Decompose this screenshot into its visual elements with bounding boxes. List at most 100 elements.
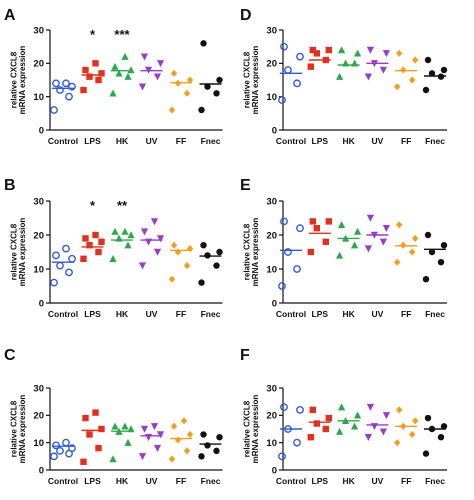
y-tick-label: 30 (33, 383, 44, 394)
y-tick-label: 30 (266, 25, 277, 36)
y-tick-label: 10 (33, 264, 44, 275)
data-point-uv (138, 453, 147, 461)
x-tick-label: FF (401, 309, 411, 319)
y-axis-label-line: relative CXCL8 (9, 51, 18, 108)
y-tick-label: 20 (266, 230, 277, 241)
data-point-lps (86, 431, 93, 438)
data-point-fnec (213, 90, 220, 97)
data-point-ff (412, 56, 419, 64)
data-point-control (62, 244, 70, 253)
data-point-control (293, 79, 301, 88)
data-point-hk (109, 455, 117, 463)
data-point-fnec (437, 434, 445, 441)
data-point-uv (382, 225, 390, 232)
data-point-fnec (428, 248, 436, 256)
significance-marker: *** (114, 27, 130, 42)
x-tick-label: FF (176, 476, 186, 486)
data-point-control (56, 86, 64, 94)
data-point-lps (322, 425, 329, 433)
data-point-control (52, 79, 60, 88)
x-tick-label: HK (342, 136, 355, 146)
y-tick-label: 0 (39, 298, 44, 309)
y-tick-label: 30 (33, 196, 44, 207)
x-tick-label: Control (276, 309, 306, 319)
data-point-lps (309, 406, 316, 414)
data-point-ff (409, 248, 416, 256)
y-tick-label: 20 (33, 411, 44, 422)
panel-letter: F (240, 347, 250, 364)
data-point-lps (98, 70, 105, 77)
data-point-lps (86, 73, 93, 80)
data-point-hk (354, 227, 362, 235)
data-point-fnec (204, 442, 211, 449)
y-tick-label: 10 (33, 438, 44, 449)
data-point-uv (140, 228, 149, 236)
x-tick-label: Fnec (425, 309, 445, 319)
data-point-control (56, 446, 64, 455)
data-point-uv (379, 428, 387, 436)
y-axis-label-line: relative CXCL8 (242, 51, 251, 108)
y-axis-label-line: mRNA expression (18, 46, 27, 115)
data-point-uv (140, 425, 149, 433)
data-point-lps (82, 414, 89, 422)
x-tick-label: Fnec (201, 136, 221, 146)
y-axis-label-line: mRNA expression (18, 218, 27, 287)
x-tick-label: Control (48, 136, 78, 146)
data-point-lps (307, 434, 314, 441)
y-axis-label-line: relative CXCL8 (9, 400, 18, 457)
data-point-ff (183, 447, 191, 455)
x-tick-label: LPS (312, 136, 329, 146)
y-tick-label: 0 (39, 125, 44, 136)
data-point-fnec (198, 453, 205, 460)
data-point-ff (186, 76, 194, 84)
data-point-ff (396, 49, 403, 57)
y-tick-label: 10 (33, 92, 44, 103)
data-point-control (293, 265, 301, 273)
data-point-ff (183, 262, 191, 270)
data-point-control (50, 106, 58, 114)
data-point-uv (138, 83, 147, 91)
data-point-control (278, 282, 286, 290)
data-point-fnec (424, 231, 432, 239)
data-point-lps (95, 248, 102, 256)
data-point-uv (364, 434, 372, 441)
data-point-uv (138, 262, 147, 270)
x-tick-label: HK (342, 309, 355, 319)
significance-marker: * (90, 27, 96, 42)
data-point-ff (394, 439, 401, 447)
data-point-control (68, 444, 76, 453)
data-point-hk (338, 403, 346, 411)
data-point-ff (180, 417, 188, 425)
data-point-ff (168, 106, 176, 114)
data-point-control (296, 224, 304, 233)
y-axis-label-line: relative CXCL8 (242, 223, 251, 280)
data-point-lps (325, 218, 332, 225)
y-axis-label-line: mRNA expression (18, 395, 27, 464)
data-point-ff (170, 69, 178, 77)
data-point-hk (109, 255, 117, 262)
data-point-control (50, 278, 58, 287)
data-point-ff (186, 430, 194, 439)
x-tick-label: UV (146, 136, 158, 146)
data-point-control (68, 82, 76, 91)
data-point-hk (338, 221, 346, 228)
data-point-hk (127, 425, 135, 433)
data-point-fnec (198, 106, 205, 114)
data-point-hk (127, 231, 135, 239)
x-tick-label: HK (116, 309, 129, 319)
data-point-uv (153, 73, 162, 81)
data-point-ff (170, 422, 178, 430)
x-tick-label: UV (371, 476, 383, 486)
y-tick-label: 30 (266, 383, 277, 394)
significance-marker: * (90, 198, 96, 213)
y-tick-label: 20 (266, 59, 277, 70)
data-point-hk (111, 62, 119, 70)
data-point-ff (394, 83, 401, 91)
x-tick-label: Control (48, 476, 78, 486)
data-point-ff (168, 275, 176, 283)
x-tick-label: Control (276, 476, 306, 486)
data-point-hk (338, 46, 346, 54)
data-point-lps (98, 425, 105, 433)
